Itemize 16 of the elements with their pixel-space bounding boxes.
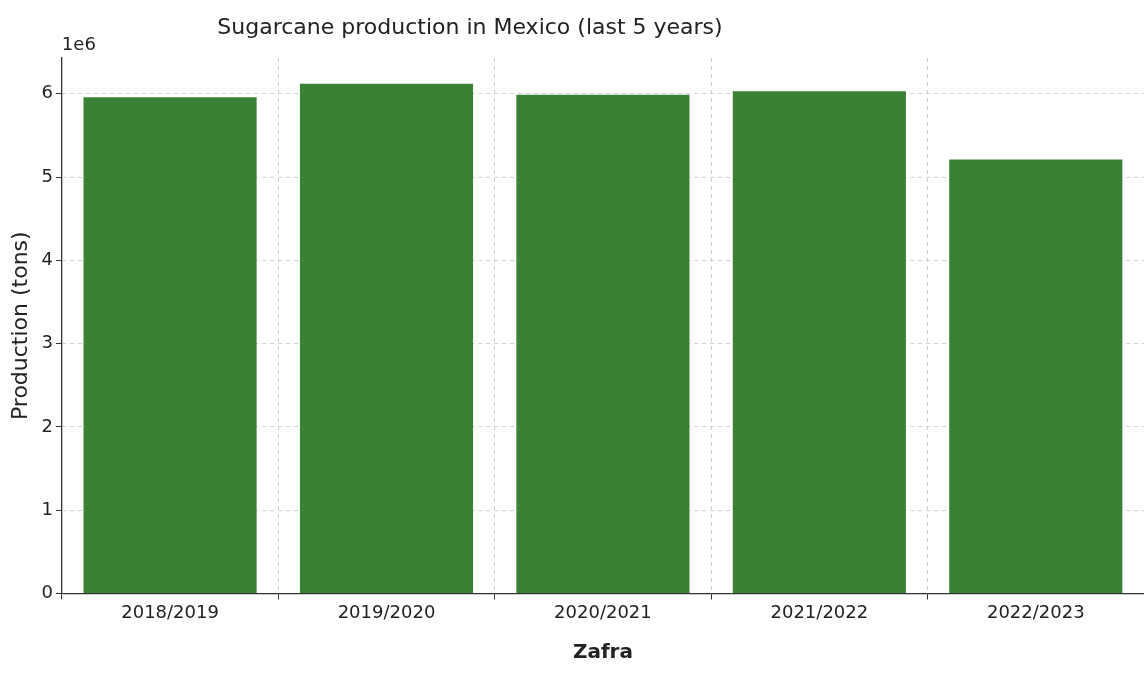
y-tick-label: 0 bbox=[41, 581, 53, 603]
y-tick-label: 5 bbox=[41, 164, 53, 186]
chart-title: Sugarcane production in Mexico (last 5 years) bbox=[217, 13, 723, 39]
x-axis-title: Zafra bbox=[572, 639, 633, 664]
x-tick-label: 2019/2020 bbox=[337, 600, 436, 622]
text: 1e6 bbox=[61, 32, 96, 54]
y-tick-label: 2 bbox=[41, 414, 53, 436]
y-tick-label: 6 bbox=[41, 81, 53, 103]
y-tick-label: 3 bbox=[41, 331, 53, 353]
y-tick-label: 4 bbox=[41, 248, 53, 270]
x-tick-label: 2020/2021 bbox=[554, 600, 652, 622]
x-tick-label: 2022/2023 bbox=[986, 600, 1085, 622]
x-tick-label: 2021/2022 bbox=[770, 600, 869, 622]
y-tick-label: 1 bbox=[41, 497, 53, 519]
y-axis-title: Production (tons) bbox=[6, 231, 32, 421]
x-tick-label: 2018/2019 bbox=[121, 600, 219, 622]
